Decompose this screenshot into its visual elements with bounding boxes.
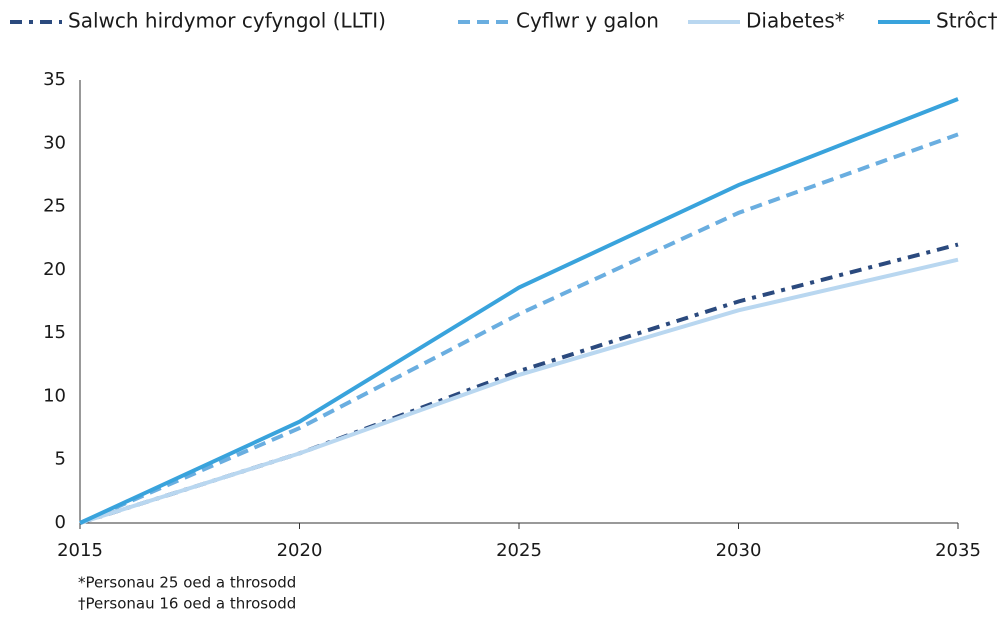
series-line [79,97,959,525]
x-tick-label: 2025 [496,540,542,561]
y-tick-label: 5 [55,449,66,470]
footnote: *Personau 25 oed a throsodd [78,574,296,592]
x-tick-label: 2015 [57,540,103,561]
series-line [79,132,959,525]
legend-label: Cyflwr y galon [516,9,659,33]
legend-label: Salwch hirdymor cyfyngol (LLTI) [68,9,386,33]
x-tick-label: 2030 [716,540,762,561]
footnote: †Personau 16 oed a throsodd [78,595,296,613]
y-tick-label: 25 [43,196,66,217]
y-tick-label: 30 [43,132,66,153]
y-tick-label: 20 [43,259,66,280]
y-tick-label: 15 [43,322,66,343]
y-tick-label: 35 [43,69,66,90]
legend-label: Diabetes* [746,9,845,33]
x-tick-label: 2035 [935,540,981,561]
series-line [79,257,959,525]
y-tick-label: 10 [43,385,66,406]
x-tick-label: 2020 [277,540,323,561]
legend-label: Strôc† [936,9,998,33]
y-tick-label: 0 [55,512,66,533]
